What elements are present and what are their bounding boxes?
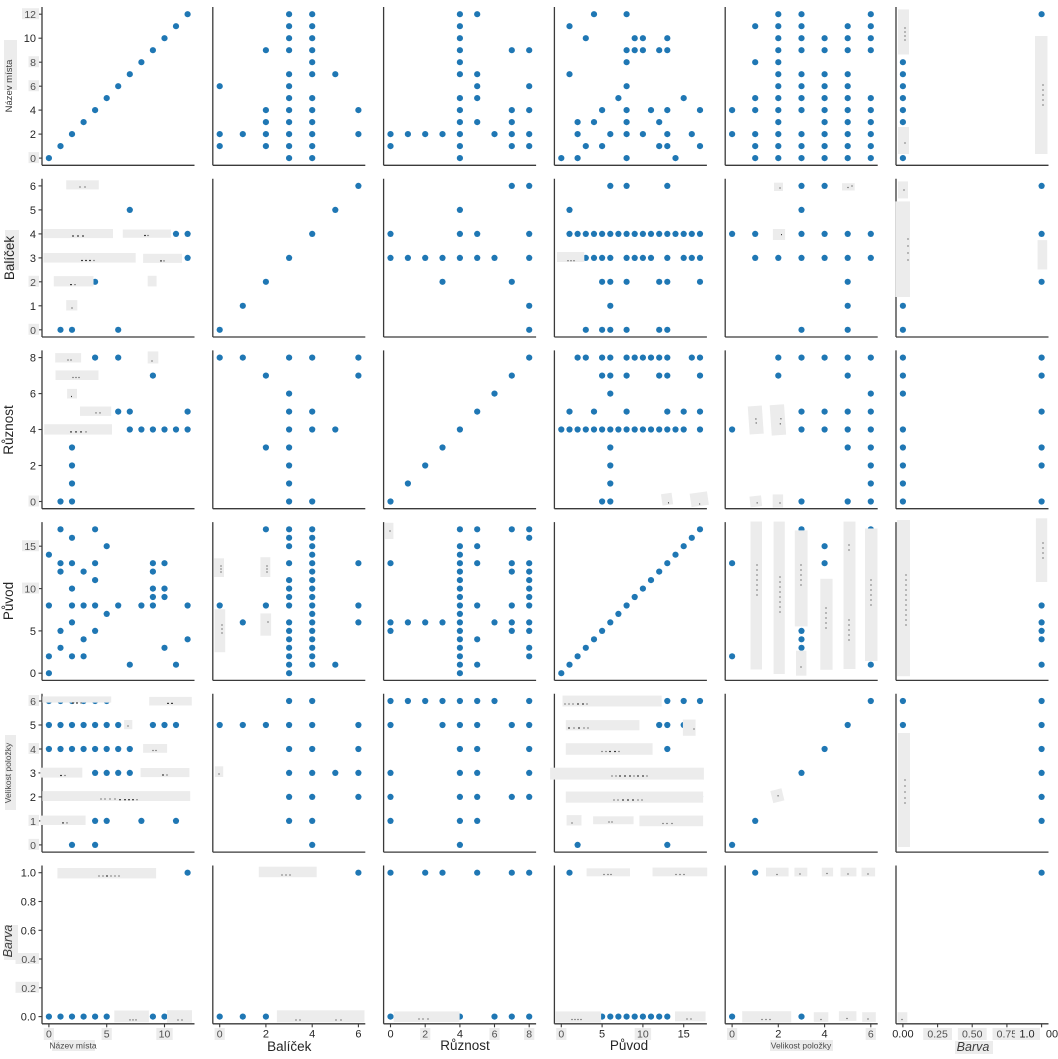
svg-text:2: 2 [775, 1029, 781, 1041]
svg-text:5: 5 [30, 626, 36, 638]
svg-text:5: 5 [104, 1029, 110, 1041]
svg-text:3: 3 [30, 253, 36, 265]
svg-text:2: 2 [30, 277, 36, 289]
svg-text:6: 6 [868, 1029, 874, 1041]
svg-text:8: 8 [526, 1029, 532, 1041]
svg-text:5: 5 [599, 1029, 605, 1041]
svg-text:5: 5 [30, 720, 36, 732]
svg-text:0: 0 [558, 1029, 564, 1041]
svg-text:6: 6 [30, 696, 36, 708]
svg-text:10: 10 [637, 1029, 649, 1041]
svg-text:6: 6 [355, 1029, 361, 1041]
svg-text:0.2: 0.2 [21, 983, 36, 995]
svg-text:0: 0 [30, 668, 36, 680]
svg-text:10: 10 [24, 584, 36, 596]
svg-text:0.50: 0.50 [962, 1029, 983, 1041]
svg-text:Velikost položky: Velikost položky [3, 742, 13, 803]
svg-text:Barva: Barva [1, 925, 15, 958]
svg-text:4: 4 [30, 105, 36, 117]
svg-text:0.0: 0.0 [21, 1012, 36, 1024]
svg-text:Balíček: Balíček [267, 1039, 312, 1054]
svg-text:1: 1 [30, 301, 36, 313]
svg-text:0: 0 [46, 1029, 52, 1041]
svg-text:Původ: Původ [1, 582, 16, 620]
svg-text:Velikost položky: Velikost položky [771, 1041, 832, 1051]
svg-text:6: 6 [30, 389, 36, 401]
svg-text:0.00: 0.00 [892, 1029, 913, 1041]
svg-text:0: 0 [387, 1029, 393, 1041]
svg-text:0.8: 0.8 [21, 897, 36, 909]
svg-text:Barva: Barva [957, 1040, 990, 1054]
svg-text:6: 6 [30, 181, 36, 193]
svg-text:1.0: 1.0 [21, 868, 36, 880]
svg-text:12: 12 [24, 9, 36, 21]
svg-text:6: 6 [30, 81, 36, 93]
svg-text:2: 2 [422, 1029, 428, 1041]
svg-text:0: 0 [729, 1029, 735, 1041]
svg-text:4: 4 [30, 229, 36, 241]
svg-text:5: 5 [30, 205, 36, 217]
svg-text:2: 2 [30, 792, 36, 804]
svg-text:15: 15 [24, 541, 36, 553]
svg-text:00: 00 [1046, 1029, 1058, 1041]
svg-text:2: 2 [30, 461, 36, 473]
svg-text:Různost: Různost [440, 1038, 490, 1053]
svg-text:4: 4 [309, 1029, 315, 1041]
svg-text:0.75: 0.75 [997, 1029, 1018, 1041]
svg-text:3: 3 [30, 768, 36, 780]
svg-text:2: 2 [263, 1029, 269, 1041]
svg-text:10: 10 [159, 1029, 171, 1041]
svg-text:4: 4 [30, 425, 36, 437]
svg-text:Název místa: Název místa [49, 1041, 97, 1051]
svg-text:Různost: Různost [1, 405, 16, 455]
svg-text:1: 1 [30, 816, 36, 828]
svg-text:4: 4 [30, 744, 36, 756]
svg-text:15: 15 [678, 1029, 690, 1041]
svg-text:0: 0 [217, 1029, 223, 1041]
svg-text:Název místa: Název místa [4, 59, 15, 113]
svg-text:10: 10 [24, 33, 36, 45]
svg-text:Původ: Původ [610, 1038, 648, 1053]
svg-text:Balíček: Balíček [2, 236, 17, 281]
svg-text:0.6: 0.6 [21, 925, 36, 937]
svg-text:0.25: 0.25 [927, 1029, 948, 1041]
svg-text:4: 4 [457, 1029, 463, 1041]
svg-text:0: 0 [30, 325, 36, 337]
svg-text:8: 8 [30, 57, 36, 69]
svg-text:0: 0 [30, 153, 36, 165]
svg-text:2: 2 [30, 129, 36, 141]
svg-text:1.0: 1.0 [1019, 1029, 1034, 1041]
svg-text:0: 0 [30, 497, 36, 509]
svg-text:4: 4 [822, 1029, 828, 1041]
svg-text:0: 0 [30, 840, 36, 852]
svg-text:8: 8 [30, 353, 36, 365]
svg-text:6: 6 [492, 1029, 498, 1041]
svg-text:0.4: 0.4 [21, 954, 36, 966]
